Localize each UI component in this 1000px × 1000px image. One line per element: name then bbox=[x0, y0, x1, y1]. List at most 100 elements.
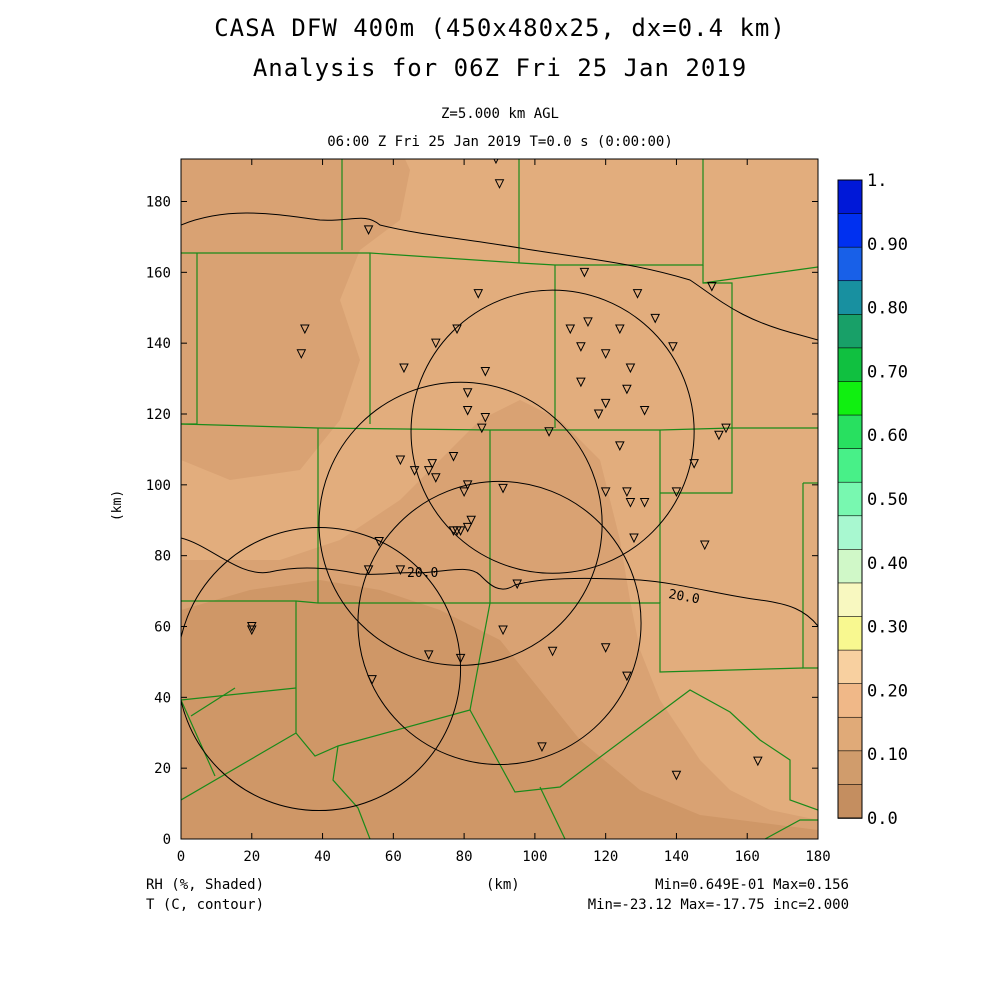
chart-title-line1: CASA DFW 400m (450x480x25, dx=0.4 km) bbox=[214, 14, 786, 42]
station-marker bbox=[600, 349, 611, 359]
station-marker bbox=[430, 338, 441, 349]
colorbar-swatch bbox=[837, 549, 863, 584]
station-marker bbox=[689, 459, 699, 469]
colorbar-swatch bbox=[837, 246, 863, 282]
station-marker bbox=[409, 466, 420, 476]
colorbar-swatch bbox=[837, 213, 863, 248]
station-marker bbox=[374, 537, 384, 547]
station-marker bbox=[498, 625, 508, 636]
stations bbox=[246, 159, 763, 781]
colorbar-swatch bbox=[837, 515, 863, 551]
y-tick-label: 180 bbox=[146, 195, 171, 211]
station-marker bbox=[600, 487, 611, 498]
temperature-contours bbox=[181, 212, 818, 627]
station-marker bbox=[622, 487, 632, 498]
colorbar-swatch bbox=[837, 649, 863, 685]
station-marker bbox=[494, 179, 505, 189]
y-tick-label: 120 bbox=[146, 407, 171, 423]
station-marker bbox=[721, 423, 731, 434]
time-label: 06:00 Z Fri 25 Jan 2019 T=0.0 s (0:00:00… bbox=[327, 134, 673, 150]
y-tick-label: 100 bbox=[146, 478, 171, 494]
colorbar-swatch bbox=[837, 448, 863, 484]
radar-ring bbox=[318, 381, 603, 666]
station-marker bbox=[565, 324, 576, 335]
station-marker bbox=[480, 367, 491, 377]
station-marker bbox=[455, 526, 466, 536]
footer-t-range: Min=-23.12 Max=-17.75 inc=2.000 bbox=[587, 897, 849, 913]
colorbar-label: 0.40 bbox=[867, 554, 908, 574]
station-marker bbox=[583, 317, 593, 328]
footer-rh-range: Min=0.649E-01 Max=0.156 bbox=[655, 877, 849, 893]
colorbar-swatch bbox=[837, 347, 863, 383]
station-marker bbox=[473, 289, 484, 299]
y-tick-label: 60 bbox=[154, 620, 171, 636]
contour-label: 20.0 bbox=[667, 587, 700, 607]
colorbar-label: 0.60 bbox=[867, 426, 908, 446]
radar-rings bbox=[181, 289, 695, 812]
colorbar-swatch bbox=[837, 683, 863, 719]
colorbar-swatch bbox=[837, 314, 863, 349]
rh-shade-dark bbox=[181, 580, 818, 839]
station-marker bbox=[615, 441, 625, 451]
station-marker bbox=[547, 646, 558, 657]
colorbar-label: 0.30 bbox=[867, 618, 908, 638]
station-marker bbox=[600, 398, 611, 409]
station-marker bbox=[593, 409, 604, 420]
station-marker bbox=[395, 455, 406, 466]
station-marker bbox=[430, 473, 441, 483]
station-marker bbox=[462, 480, 473, 490]
colorbar-label: 0.10 bbox=[867, 745, 908, 765]
colorbar-label: 0.0 bbox=[867, 809, 898, 829]
station-marker bbox=[466, 515, 476, 526]
station-marker bbox=[671, 487, 682, 498]
station-marker bbox=[498, 483, 508, 494]
colorbar-swatch bbox=[837, 750, 863, 786]
station-marker bbox=[395, 565, 406, 575]
x-axis-title: (km) bbox=[486, 877, 520, 893]
colorbar-label: 0.50 bbox=[867, 490, 908, 510]
station-marker bbox=[600, 643, 611, 653]
y-tick-label: 40 bbox=[154, 690, 171, 706]
station-marker bbox=[363, 565, 374, 575]
station-marker bbox=[622, 671, 632, 682]
y-tick-label: 20 bbox=[154, 761, 171, 777]
x-tick-label: 40 bbox=[314, 849, 331, 865]
colorbar-label: 0.70 bbox=[867, 362, 908, 382]
station-marker bbox=[671, 770, 682, 781]
county-lines bbox=[181, 159, 818, 839]
station-marker bbox=[625, 498, 636, 508]
station-marker bbox=[714, 430, 724, 441]
station-marker bbox=[512, 579, 523, 590]
footer-t: T (C, contour) bbox=[146, 897, 265, 913]
y-tick-label: 140 bbox=[146, 336, 171, 352]
footer-rh: RH (%, Shaded) bbox=[146, 877, 265, 893]
x-tick-label: 0 bbox=[177, 849, 185, 865]
station-marker bbox=[639, 498, 650, 508]
radar-ring bbox=[357, 480, 642, 766]
station-marker bbox=[246, 625, 257, 636]
plot-frame bbox=[180, 158, 819, 840]
station-marker bbox=[448, 452, 459, 462]
station-marker bbox=[650, 313, 661, 324]
colorbar-frame bbox=[837, 179, 863, 819]
axes: 0 20 40 60 80 100 120 140 160 180 0 20 40 60 80 100 120 1… bbox=[146, 159, 831, 865]
radar-ring bbox=[410, 289, 695, 574]
colorbar-label: 0.90 bbox=[867, 235, 908, 255]
station-marker bbox=[615, 324, 625, 335]
colorbar-label: 1. bbox=[867, 171, 887, 191]
contour-label: 20.0 bbox=[407, 566, 438, 581]
station-marker bbox=[423, 466, 434, 476]
station-marker bbox=[699, 540, 710, 551]
station-marker bbox=[753, 756, 763, 767]
colorbar-swatch bbox=[837, 784, 863, 819]
station-marker bbox=[399, 363, 409, 374]
y-tick-label: 160 bbox=[146, 265, 171, 281]
station-marker bbox=[452, 324, 462, 335]
colorbar-swatch bbox=[837, 616, 863, 651]
station-marker bbox=[625, 363, 636, 374]
station-marker bbox=[459, 487, 469, 498]
colorbar-label: 0.20 bbox=[867, 681, 908, 701]
colorbar-swatch bbox=[837, 381, 863, 416]
x-tick-label: 180 bbox=[805, 849, 830, 865]
